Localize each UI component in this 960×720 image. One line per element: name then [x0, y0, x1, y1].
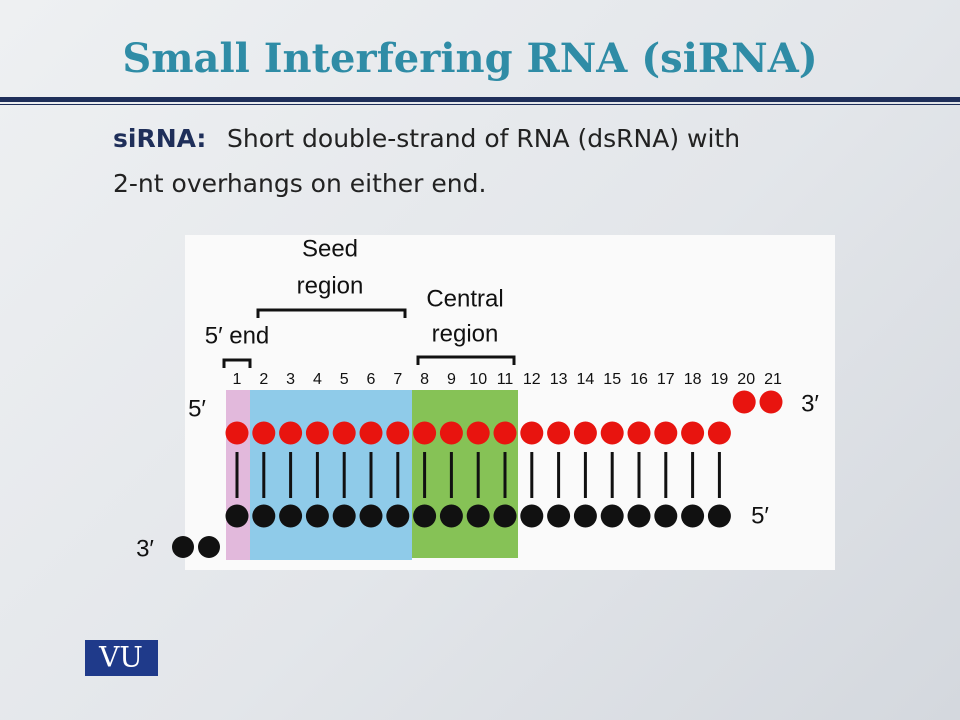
antisense-nucleotide — [547, 504, 571, 528]
overhang-nucleotide — [732, 390, 756, 414]
strand-end: 5′ — [751, 502, 769, 529]
antisense-nucleotide — [627, 504, 651, 528]
five-end-bracket — [222, 358, 252, 368]
antisense-nucleotide — [332, 504, 356, 528]
sense-nucleotide — [413, 421, 437, 445]
position-number: 20 — [737, 371, 755, 388]
overhang-nucleotide — [759, 390, 783, 414]
seed-bracket — [256, 308, 407, 318]
title-rule-thin — [0, 104, 960, 105]
antisense-nucleotide — [600, 504, 624, 528]
sense-nucleotide — [547, 421, 571, 445]
seed-region — [250, 390, 412, 560]
antisense-nucleotide — [681, 504, 705, 528]
overhang-nucleotide — [198, 536, 220, 558]
strand-end: 3′ — [801, 390, 819, 417]
body-line: 2-nt overhangs on either end. — [113, 169, 486, 198]
title: Small Interfering RNA (siRNA) — [122, 35, 817, 82]
sense-nucleotide — [707, 421, 731, 445]
position-number: 17 — [657, 371, 675, 388]
five-end-label: 5′ end — [205, 322, 270, 349]
antisense-nucleotide — [573, 504, 597, 528]
central-region — [412, 390, 518, 558]
antisense-nucleotide — [386, 504, 410, 528]
logo-box — [85, 640, 158, 676]
position-number: 10 — [469, 371, 487, 388]
title-rule — [0, 97, 960, 102]
position-number: 13 — [550, 371, 568, 388]
sense-nucleotide — [439, 421, 463, 445]
antisense-nucleotide — [493, 504, 517, 528]
antisense-nucleotide — [225, 504, 249, 528]
position-number: 18 — [684, 371, 702, 388]
sense-nucleotide — [279, 421, 303, 445]
sense-nucleotide — [627, 421, 651, 445]
position-number: 8 — [420, 371, 429, 388]
central-bracket — [416, 355, 516, 365]
position-number: 1 — [233, 371, 242, 388]
antisense-nucleotide — [439, 504, 463, 528]
antisense-nucleotide — [305, 504, 329, 528]
sense-nucleotide — [493, 421, 517, 445]
position-number: 19 — [711, 371, 729, 388]
antisense-nucleotide — [654, 504, 678, 528]
central-label: Central — [426, 285, 503, 312]
sense-nucleotide — [225, 421, 249, 445]
seed-label: Seed — [302, 235, 358, 262]
logo: VU — [98, 641, 143, 674]
antisense-nucleotide — [520, 504, 544, 528]
position-number: 12 — [523, 371, 541, 388]
strand-end: 3′ — [136, 535, 154, 562]
sense-nucleotide — [305, 421, 329, 445]
antisense-nucleotide — [252, 504, 276, 528]
position-number: 4 — [313, 371, 322, 388]
sense-nucleotide — [600, 421, 624, 445]
overhang-nucleotide — [172, 536, 194, 558]
position-number: 14 — [577, 371, 595, 388]
position-number: 11 — [497, 371, 514, 388]
body-term: siRNA: — [113, 124, 206, 153]
sense-nucleotide — [520, 421, 544, 445]
antisense-nucleotide — [466, 504, 490, 528]
sense-nucleotide — [359, 421, 383, 445]
strand-end: 5′ — [188, 395, 206, 422]
antisense-nucleotide — [359, 504, 383, 528]
position-number: 2 — [259, 371, 268, 388]
position-number: 21 — [764, 371, 782, 388]
sense-nucleotide — [573, 421, 597, 445]
seed-label: region — [297, 272, 364, 299]
position-number: 9 — [447, 371, 456, 388]
sense-nucleotide — [386, 421, 410, 445]
position-number: 16 — [630, 371, 648, 388]
antisense-nucleotide — [279, 504, 303, 528]
sense-nucleotide — [252, 421, 276, 445]
central-label: region — [432, 320, 499, 347]
position-number: 7 — [393, 371, 402, 388]
body-line: Short double-strand of RNA (dsRNA) with — [227, 124, 740, 153]
antisense-nucleotide — [707, 504, 731, 528]
position-number: 5 — [340, 371, 349, 388]
position-number: 6 — [367, 371, 376, 388]
antisense-nucleotide — [413, 504, 437, 528]
sense-nucleotide — [466, 421, 490, 445]
sense-nucleotide — [332, 421, 356, 445]
sense-nucleotide — [654, 421, 678, 445]
position-number: 15 — [603, 371, 621, 388]
sense-nucleotide — [681, 421, 705, 445]
position-number: 3 — [286, 371, 295, 388]
